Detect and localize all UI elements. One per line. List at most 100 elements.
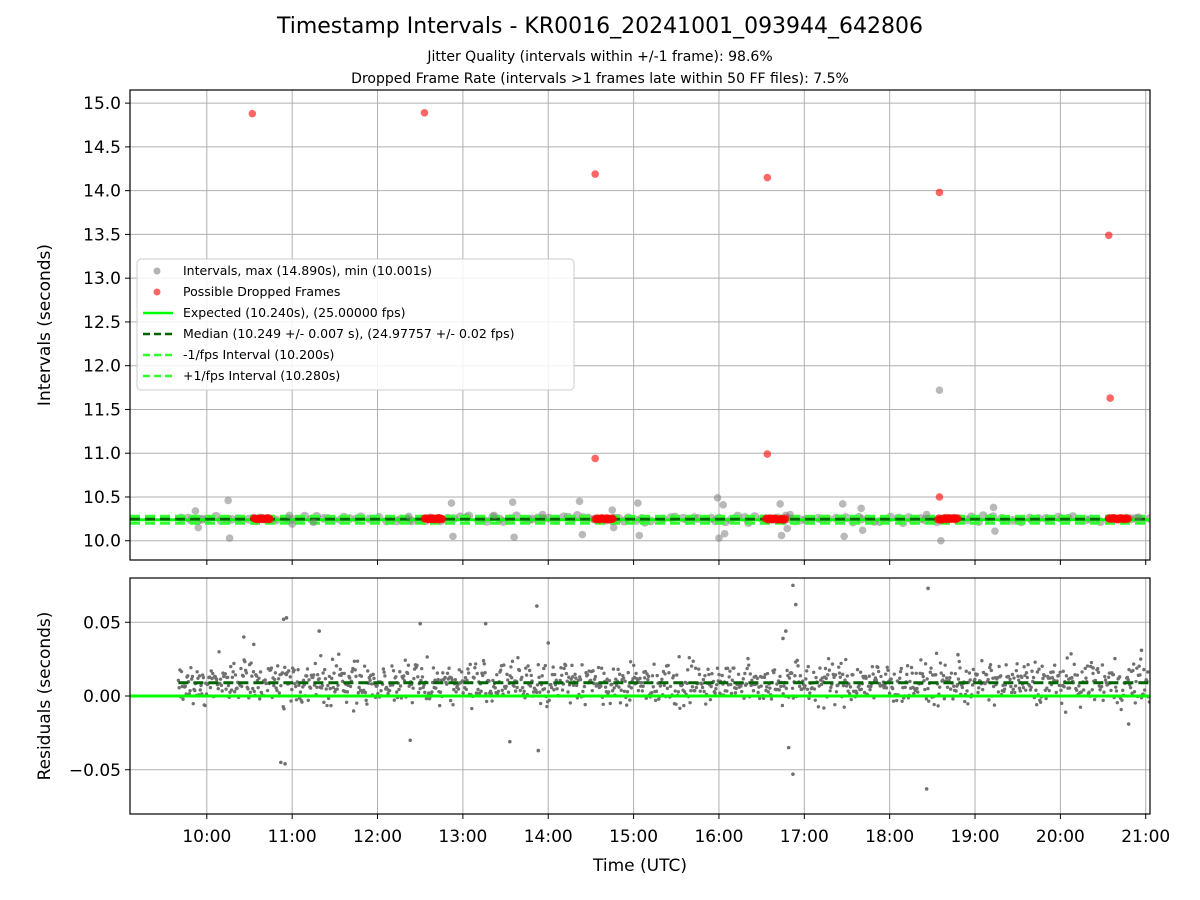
residual-point — [317, 677, 321, 681]
residual-point — [968, 678, 972, 682]
residual-point — [545, 704, 549, 709]
dropped-frame-point — [420, 108, 429, 117]
residual-point — [837, 665, 841, 669]
residual-point — [560, 688, 565, 692]
residual-point — [390, 664, 394, 668]
residual-point — [629, 686, 634, 690]
residual-point — [1016, 674, 1020, 678]
residual-point — [834, 690, 839, 694]
dropped-frame-point — [935, 188, 944, 197]
residual-point — [239, 666, 243, 671]
residual-point — [1012, 676, 1016, 680]
residual-point — [336, 683, 340, 687]
residual-point — [321, 671, 325, 675]
residual-point — [636, 688, 641, 693]
residual-point — [988, 662, 993, 667]
residual-point — [337, 652, 341, 656]
residual-point — [608, 701, 612, 706]
residual-point — [351, 709, 356, 713]
residual-point — [833, 673, 838, 677]
residual-point — [1008, 677, 1012, 682]
dropped-frame-point — [1104, 231, 1113, 240]
interval-point — [838, 500, 847, 508]
residual-point — [502, 663, 506, 667]
interval-point — [713, 494, 722, 502]
residual-point — [251, 642, 256, 647]
residual-point — [628, 660, 633, 664]
residual-point — [571, 675, 575, 679]
residual-point — [1051, 670, 1055, 674]
residual-point — [340, 671, 344, 676]
residual-point — [923, 687, 927, 692]
plot-area-residuals — [130, 583, 1150, 791]
residual-point — [793, 602, 798, 607]
residual-point — [626, 670, 630, 675]
residual-point — [366, 669, 370, 673]
residual-point — [671, 674, 676, 678]
residual-point — [209, 669, 213, 673]
residual-point — [326, 683, 330, 688]
residual-point — [876, 665, 880, 670]
residual-point — [1024, 670, 1029, 675]
residual-point — [405, 671, 410, 676]
residual-point — [335, 687, 339, 691]
residual-point — [628, 698, 632, 702]
residual-point — [481, 658, 486, 663]
residual-point — [524, 673, 529, 677]
residual-point — [1072, 662, 1076, 667]
interval-point — [608, 506, 617, 514]
residual-point — [693, 688, 697, 693]
residual-point — [682, 690, 687, 694]
residual-point — [1050, 675, 1055, 680]
residual-point — [241, 674, 246, 678]
residual-point — [1139, 657, 1143, 661]
residual-point — [836, 683, 840, 687]
residual-point — [1101, 698, 1105, 703]
residual-point — [706, 667, 710, 671]
residual-point — [443, 675, 447, 680]
residual-point — [980, 659, 984, 663]
residual-point — [867, 674, 871, 678]
residual-point — [981, 687, 985, 692]
residual-point — [427, 691, 431, 695]
residual-point — [1018, 689, 1022, 693]
residual-point — [330, 676, 334, 681]
residual-point — [641, 684, 645, 688]
residual-point — [263, 678, 267, 682]
y-tick-label: 11.5 — [83, 400, 121, 420]
interval-point — [634, 499, 642, 507]
residual-point — [325, 703, 329, 708]
residual-point — [176, 678, 181, 683]
residual-point — [924, 787, 929, 791]
y-tick-label: 15.0 — [83, 94, 121, 114]
residual-point — [991, 684, 996, 689]
residual-point — [614, 683, 619, 688]
residual-point — [734, 686, 738, 691]
residual-point — [186, 674, 190, 678]
residual-point — [945, 676, 949, 680]
residual-point — [638, 676, 642, 681]
residual-point — [470, 706, 474, 711]
residual-point — [496, 689, 501, 693]
residual-point — [889, 677, 893, 681]
residual-point — [499, 668, 503, 672]
residual-point — [678, 706, 682, 710]
x-tick-label: 20:00 — [1036, 827, 1085, 847]
residual-point — [527, 668, 532, 673]
residual-point — [826, 656, 831, 661]
residual-point — [243, 659, 247, 664]
residual-point — [894, 698, 899, 703]
residual-point — [1041, 676, 1045, 681]
y-tick-label: 13.0 — [83, 269, 121, 289]
residual-point — [837, 671, 842, 675]
residual-point — [791, 772, 795, 776]
residual-point — [733, 691, 738, 695]
residual-point — [524, 666, 528, 670]
residual-point — [248, 690, 253, 695]
interval-point — [405, 512, 413, 521]
residual-point — [696, 667, 701, 671]
residual-point — [1011, 687, 1015, 691]
legend-marker — [153, 288, 161, 296]
residual-point — [779, 684, 783, 689]
residual-point — [607, 690, 611, 694]
